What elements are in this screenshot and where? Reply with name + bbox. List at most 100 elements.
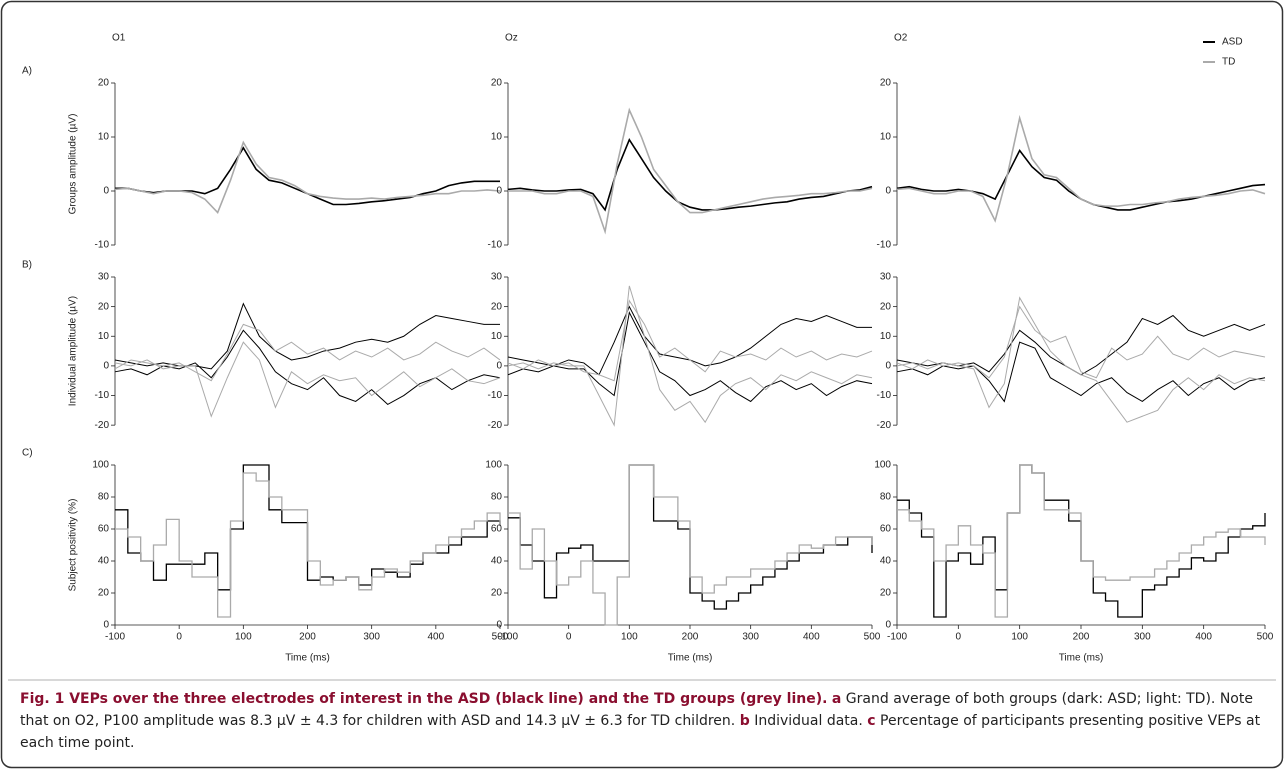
x-tick-label: -100 bbox=[105, 632, 125, 643]
x-axis-label: Time (ms) bbox=[285, 653, 330, 664]
x-tick-label: 100 bbox=[1011, 632, 1028, 643]
y-tick-label: 0 bbox=[496, 361, 502, 372]
x-tick-label: 300 bbox=[1134, 632, 1151, 643]
data-line bbox=[896, 305, 1266, 379]
caption-letter: a bbox=[831, 691, 842, 707]
y-tick-label: 60 bbox=[491, 524, 503, 535]
y-tick-label: -10 bbox=[877, 390, 892, 401]
caption-text: Individual data. bbox=[754, 713, 863, 729]
panel-label: C) bbox=[22, 448, 33, 459]
data-line bbox=[115, 146, 500, 206]
column-title: Oz bbox=[505, 33, 518, 44]
x-tick-label: 200 bbox=[682, 632, 699, 643]
data-line bbox=[508, 464, 873, 610]
caption-text: Grand average of both groups (dark: ASD;… bbox=[20, 691, 1253, 729]
y-tick-label: 10 bbox=[98, 132, 110, 143]
y-tick-label: -10 bbox=[488, 390, 503, 401]
x-tick-label: 0 bbox=[956, 632, 962, 643]
y-tick-label: -10 bbox=[95, 390, 110, 401]
y-tick-label: 20 bbox=[880, 588, 892, 599]
y-tick-label: 20 bbox=[880, 78, 892, 89]
panel-label: B) bbox=[22, 260, 32, 271]
y-tick-label: 60 bbox=[880, 524, 892, 535]
panel-label: A) bbox=[22, 66, 32, 77]
y-tick-label: -20 bbox=[877, 420, 892, 431]
x-tick-label: -100 bbox=[887, 632, 907, 643]
x-tick-label: -100 bbox=[498, 632, 518, 643]
y-tick-label: 60 bbox=[98, 524, 110, 535]
y-tick-label: 10 bbox=[880, 132, 892, 143]
data-line bbox=[896, 148, 1266, 211]
caption-title: Fig. 1 VEPs over the three electrodes of… bbox=[20, 691, 828, 707]
y-tick-label: 0 bbox=[885, 361, 891, 372]
x-tick-label: 400 bbox=[1195, 632, 1212, 643]
x-tick-label: 400 bbox=[427, 632, 444, 643]
y-tick-label: -10 bbox=[488, 240, 503, 251]
x-tick-label: 400 bbox=[803, 632, 820, 643]
y-tick-label: 20 bbox=[98, 78, 110, 89]
data-line bbox=[896, 341, 1266, 403]
data-line bbox=[896, 114, 1266, 223]
y-tick-label: 0 bbox=[496, 620, 502, 631]
y-tick-label: 0 bbox=[885, 186, 891, 197]
caption-text: Percentage of participants presenting po… bbox=[20, 713, 1261, 751]
x-tick-label: 300 bbox=[742, 632, 759, 643]
data-line bbox=[507, 137, 873, 212]
y-tick-label: 40 bbox=[880, 556, 892, 567]
y-tick-label: 80 bbox=[880, 492, 892, 503]
y-tick-label: 100 bbox=[485, 460, 502, 471]
y-tick-label: 20 bbox=[880, 301, 892, 312]
column-title: O2 bbox=[894, 33, 908, 44]
x-tick-label: 0 bbox=[566, 632, 572, 643]
y-tick-label: 30 bbox=[98, 272, 110, 283]
data-line bbox=[114, 302, 500, 370]
y-tick-label: 100 bbox=[92, 460, 109, 471]
x-axis-label: Time (ms) bbox=[668, 653, 713, 664]
y-tick-label: 80 bbox=[98, 492, 110, 503]
data-line bbox=[896, 314, 1266, 376]
data-line bbox=[896, 296, 1266, 423]
y-tick-label: 10 bbox=[98, 331, 110, 342]
data-line bbox=[114, 140, 501, 215]
data-line bbox=[114, 323, 501, 382]
data-line bbox=[115, 472, 501, 618]
x-tick-label: 200 bbox=[1073, 632, 1090, 643]
y-tick-label: 10 bbox=[491, 132, 503, 143]
x-tick-label: 0 bbox=[176, 632, 182, 643]
y-tick-label: 20 bbox=[491, 588, 503, 599]
y-tick-label: 10 bbox=[491, 331, 503, 342]
y-tick-label: -20 bbox=[488, 420, 503, 431]
y-tick-label: 100 bbox=[874, 460, 891, 471]
data-line bbox=[114, 341, 501, 418]
y-tick-label: 10 bbox=[880, 331, 892, 342]
y-tick-label: 20 bbox=[98, 588, 110, 599]
x-tick-label: 300 bbox=[363, 632, 380, 643]
x-tick-label: 200 bbox=[299, 632, 316, 643]
x-tick-label: 500 bbox=[864, 632, 881, 643]
y-tick-label: -10 bbox=[95, 240, 110, 251]
data-line bbox=[508, 107, 873, 235]
y-tick-label: 0 bbox=[103, 186, 109, 197]
y-tick-label: -20 bbox=[95, 420, 110, 431]
y-tick-label: 40 bbox=[491, 556, 503, 567]
y-tick-label: 0 bbox=[885, 620, 891, 631]
y-tick-label: 30 bbox=[491, 272, 503, 283]
y-tick-label: 0 bbox=[103, 620, 109, 631]
data-line bbox=[897, 464, 1266, 618]
y-axis-label: Individual amplitude (µV) bbox=[68, 296, 79, 406]
data-line bbox=[508, 464, 873, 626]
caption-letter: c bbox=[867, 713, 876, 729]
y-tick-label: 20 bbox=[98, 301, 110, 312]
data-line bbox=[507, 285, 873, 427]
x-axis-label: Time (ms) bbox=[1059, 653, 1104, 664]
data-line bbox=[507, 299, 873, 382]
caption: Fig. 1 VEPs over the three electrodes of… bbox=[20, 688, 1268, 754]
data-line bbox=[507, 311, 873, 403]
y-tick-label: 20 bbox=[491, 301, 503, 312]
y-tick-label: 40 bbox=[98, 556, 110, 567]
column-title: O1 bbox=[112, 33, 126, 44]
y-tick-label: -10 bbox=[877, 240, 892, 251]
